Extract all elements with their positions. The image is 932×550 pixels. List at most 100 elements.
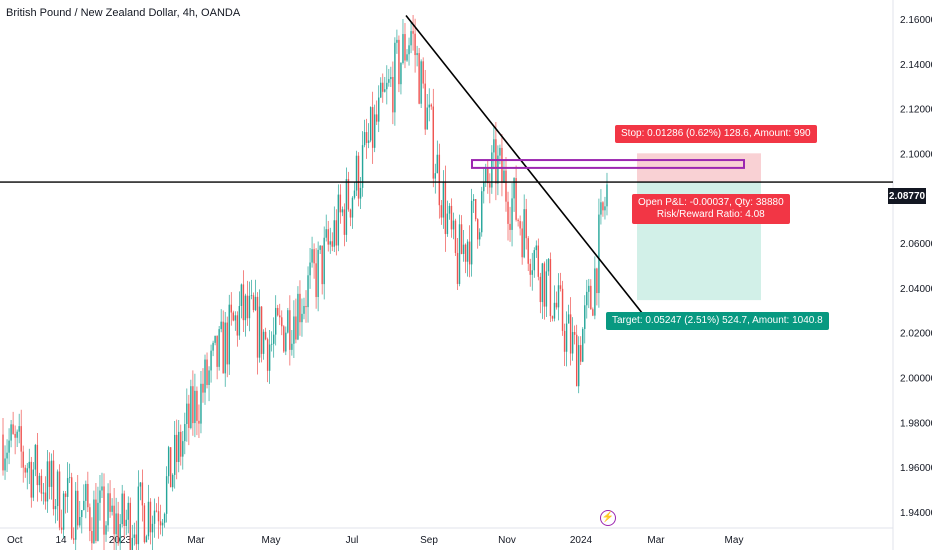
candle-body	[224, 322, 226, 374]
candle-body	[157, 511, 160, 522]
candle-body	[501, 147, 503, 183]
candle-body	[472, 199, 475, 201]
candle-body	[339, 194, 342, 213]
candle-body	[446, 213, 449, 235]
candle-body	[127, 502, 129, 520]
candle-body	[541, 263, 544, 303]
candle-body	[543, 263, 546, 307]
candle-body	[36, 444, 39, 486]
candle-body	[4, 458, 6, 471]
candle-body	[38, 475, 41, 486]
candle-body	[575, 334, 578, 387]
x-tick-label: Oct	[7, 535, 23, 546]
candle-body	[398, 39, 400, 85]
candle-body	[295, 316, 297, 340]
candle-body	[307, 275, 309, 308]
candle-body	[115, 513, 117, 535]
candle-body	[246, 295, 249, 319]
y-tick-label: 2.10000	[900, 149, 932, 160]
candle-body	[551, 316, 554, 319]
candle-body	[588, 285, 590, 292]
y-tick-label: 2.12000	[900, 105, 932, 116]
candle-body	[402, 34, 404, 63]
candle-body	[42, 492, 45, 494]
candle-body	[58, 471, 61, 528]
candle-body	[351, 197, 354, 218]
candle-body	[222, 321, 224, 374]
candle-body	[432, 106, 434, 179]
candle-body	[428, 104, 430, 108]
candle-body	[75, 490, 77, 540]
candle-body	[52, 460, 55, 510]
candle-body	[343, 209, 346, 235]
candle-body	[311, 249, 313, 263]
y-tick-label: 2.14000	[900, 60, 932, 71]
candle-body	[325, 229, 327, 238]
candle-body	[87, 483, 89, 508]
candle-body	[418, 53, 420, 104]
candle-body	[147, 501, 150, 537]
candle-body	[95, 499, 97, 541]
candle-body	[430, 104, 432, 107]
candle-body	[378, 97, 380, 122]
candle-body	[234, 315, 237, 321]
candle-body	[474, 199, 477, 220]
candle-body	[81, 510, 83, 518]
candle-body	[212, 342, 214, 351]
candle-body	[77, 490, 79, 526]
candle-body	[99, 490, 101, 503]
candle-body	[103, 486, 105, 535]
candle-body	[89, 507, 91, 532]
candle-body	[363, 132, 366, 146]
candle-body	[260, 306, 263, 354]
candle-body	[244, 295, 247, 321]
candle-body	[119, 524, 121, 544]
candle-body	[155, 510, 158, 512]
candle-body	[573, 332, 576, 335]
candle-body	[442, 182, 445, 218]
candle-body	[6, 452, 8, 459]
x-tick-label: Mar	[647, 535, 665, 546]
x-tick-label: Jul	[346, 535, 359, 546]
candle-body	[438, 154, 441, 206]
candle-body	[135, 534, 138, 545]
candle-body	[293, 316, 295, 344]
candle-body	[578, 345, 580, 387]
candle-body	[509, 223, 511, 230]
candle-body	[184, 424, 186, 442]
candle-body	[582, 328, 584, 362]
candle-body	[373, 114, 376, 148]
candle-body	[139, 482, 142, 487]
candle-body	[266, 339, 269, 371]
candle-body	[190, 386, 192, 428]
candle-body	[545, 271, 548, 307]
candle-body	[143, 505, 146, 543]
candle-body	[281, 317, 283, 327]
candle-body	[533, 250, 535, 271]
candle-body	[252, 295, 255, 311]
candle-body	[584, 305, 586, 329]
candle-body	[594, 268, 596, 316]
candle-body	[505, 170, 507, 202]
candle-body	[109, 493, 111, 512]
candle-body	[50, 460, 53, 487]
lightning-icon[interactable]: ⚡	[600, 510, 616, 526]
candle-body	[66, 478, 69, 497]
candle-body	[333, 220, 335, 247]
candle-body	[220, 321, 222, 330]
candle-body	[567, 314, 570, 324]
candle-body	[270, 343, 273, 345]
candle-body	[515, 178, 517, 220]
candle-body	[272, 334, 275, 344]
candle-body	[216, 335, 218, 367]
candle-body	[24, 467, 26, 473]
candle-body	[153, 510, 156, 524]
candle-body	[380, 82, 382, 98]
candle-body	[327, 229, 329, 245]
candle-body	[394, 42, 396, 113]
candle-body	[559, 285, 562, 289]
candle-body	[54, 506, 57, 510]
candle-body	[174, 434, 176, 475]
